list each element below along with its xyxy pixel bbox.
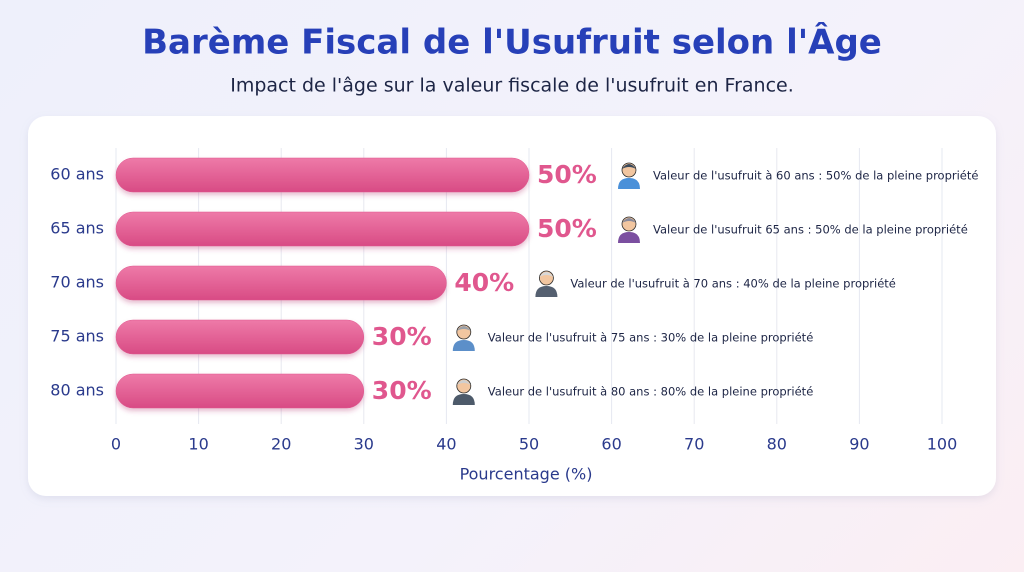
value-label: 50% xyxy=(537,214,597,243)
y-tick-label: 75 ans xyxy=(50,327,104,346)
x-tick-label: 60 xyxy=(601,435,621,454)
avatar-hair xyxy=(456,326,471,331)
x-tick-label: 0 xyxy=(111,435,121,454)
x-tick-label: 40 xyxy=(436,435,456,454)
avatar-icon xyxy=(618,216,640,243)
avatar-hair xyxy=(539,272,554,277)
y-tick-label: 80 ans xyxy=(50,381,104,400)
annotation: Valeur de l'usufruit à 80 ans : 80% de l… xyxy=(488,385,813,399)
avatar-icon xyxy=(535,270,558,297)
x-tick-label: 100 xyxy=(927,435,958,454)
x-tick-label: 50 xyxy=(519,435,539,454)
avatar-icon xyxy=(618,162,640,189)
x-tick-label: 10 xyxy=(188,435,208,454)
avatar-body xyxy=(452,340,475,351)
avatar-body xyxy=(535,286,558,297)
y-tick-label: 60 ans xyxy=(50,165,104,184)
value-label: 50% xyxy=(537,160,597,189)
value-label: 30% xyxy=(372,322,432,351)
avatar-body xyxy=(618,178,640,189)
y-tick-label: 70 ans xyxy=(50,273,104,292)
avatar-hair xyxy=(622,218,636,223)
bar xyxy=(115,373,365,409)
bar xyxy=(115,319,365,355)
avatar-hair xyxy=(622,164,636,169)
annotation: Valeur de l'usufruit à 60 ans : 50% de l… xyxy=(653,169,978,183)
avatar-body xyxy=(618,232,640,243)
avatar-icon xyxy=(452,378,475,405)
avatar-icon xyxy=(452,324,475,351)
annotation: Valeur de l'usufruit à 75 ans : 30% de l… xyxy=(488,331,813,345)
bar xyxy=(115,157,530,193)
avatar-body xyxy=(452,394,475,405)
x-tick-label: 80 xyxy=(767,435,787,454)
value-label: 40% xyxy=(454,268,514,297)
avatar-hair xyxy=(456,380,471,385)
chart-subtitle: Impact de l'âge sur la valeur fiscale de… xyxy=(230,75,794,97)
x-axis-label: Pourcentage (%) xyxy=(460,465,593,484)
bar xyxy=(115,211,530,247)
annotation: Valeur de l'usufruit 65 ans : 50% de la … xyxy=(653,223,968,237)
x-tick-label: 20 xyxy=(271,435,291,454)
x-tick-label: 70 xyxy=(684,435,704,454)
x-tick-label: 30 xyxy=(354,435,374,454)
annotation: Valeur de l'usufruit à 70 ans : 40% de l… xyxy=(570,277,895,291)
y-tick-label: 65 ans xyxy=(50,219,104,238)
bar xyxy=(115,265,447,301)
chart-title: Barème Fiscal de l'Usufruit selon l'Âge xyxy=(142,22,882,63)
value-label: 30% xyxy=(372,376,432,405)
x-tick-label: 90 xyxy=(849,435,869,454)
